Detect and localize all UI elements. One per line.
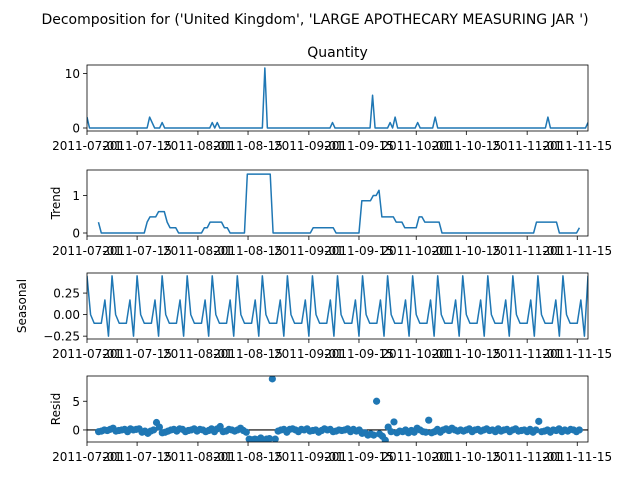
x-tick-label: 2011-08-15 — [213, 244, 283, 258]
axes-frame — [86, 64, 589, 132]
subplot-title: Quantity — [307, 45, 368, 61]
x-tick-label: 2011-07-15 — [102, 244, 172, 258]
y-tick-label: 0.25 — [53, 287, 80, 301]
series — [87, 275, 588, 337]
x-tick-label: 2011-10-15 — [431, 347, 501, 361]
x-tick-label: 2011-07-01 — [52, 244, 122, 258]
x-tick-label: 2011-07-15 — [102, 347, 172, 361]
resid-point — [422, 428, 430, 436]
x-tick-label: 2011-09-01 — [274, 347, 344, 361]
resid-point — [372, 397, 381, 405]
x-tick-label: 2011-11-15 — [542, 450, 612, 464]
axes-frame — [86, 272, 589, 340]
subplot-2: Trend012011-07-012011-07-152011-08-01201… — [49, 169, 612, 258]
x-tick-label: 2011-09-15 — [324, 244, 394, 258]
series-line — [97, 173, 581, 234]
x-tick-label: 2011-11-15 — [542, 244, 612, 258]
x-tick-label: 2011-10-01 — [381, 347, 451, 361]
axes-frame — [86, 169, 589, 237]
x-tick-label: 2011-10-15 — [431, 450, 501, 464]
resid-point — [535, 417, 543, 425]
resid-point — [150, 426, 158, 434]
resid-point — [242, 428, 250, 436]
y-axis-label: Trend — [49, 187, 63, 221]
y-tick-label: 0 — [72, 227, 80, 241]
resid-point — [575, 426, 583, 434]
x-tick-label: 2011-11-15 — [542, 347, 612, 361]
x-tick-label: 2011-08-01 — [163, 244, 233, 258]
x-tick-label: 2011-11-01 — [492, 139, 562, 153]
figure-title: Decomposition for ('United Kingdom', 'LA… — [41, 12, 588, 28]
y-tick-label: 5 — [72, 395, 80, 409]
resid-point — [425, 416, 433, 424]
x-tick-label: 2011-08-01 — [163, 139, 233, 153]
series-line — [87, 67, 588, 129]
x-tick-label: 2011-10-15 — [431, 139, 501, 153]
x-tick-label: 2011-07-01 — [52, 347, 122, 361]
x-tick-label: 2011-10-01 — [381, 450, 451, 464]
x-tick-label: 2011-10-15 — [431, 244, 501, 258]
y-axis-label: Seasonal — [15, 279, 29, 333]
x-tick-label: 2011-09-01 — [274, 139, 344, 153]
series — [97, 173, 581, 234]
x-tick-label: 2011-08-01 — [163, 450, 233, 464]
x-tick-label: 2011-09-15 — [324, 139, 394, 153]
x-tick-label: 2011-11-01 — [492, 244, 562, 258]
x-tick-label: 2011-07-15 — [102, 139, 172, 153]
resid-point — [387, 428, 395, 436]
series — [87, 67, 588, 129]
x-tick-label: 2011-10-01 — [381, 244, 451, 258]
x-tick-label: 2011-09-15 — [324, 450, 394, 464]
y-tick-label: 0.00 — [53, 308, 80, 322]
y-tick-label: 1 — [72, 189, 80, 203]
x-tick-label: 2011-07-01 — [52, 450, 122, 464]
y-tick-label: 0 — [72, 122, 80, 136]
x-tick-label: 2011-09-01 — [274, 244, 344, 258]
x-tick-label: 2011-09-01 — [274, 450, 344, 464]
resid-point — [271, 435, 279, 442]
resid-point — [155, 423, 163, 431]
y-tick-label: 0 — [72, 423, 80, 437]
series-line — [87, 275, 588, 337]
resid-point — [370, 431, 378, 439]
x-tick-label: 2011-08-15 — [213, 347, 283, 361]
x-tick-label: 2011-08-15 — [213, 139, 283, 153]
x-tick-label: 2011-08-15 — [213, 450, 283, 464]
y-axis-label: Resid — [49, 393, 63, 425]
x-tick-label: 2011-11-15 — [542, 139, 612, 153]
resid-point — [532, 426, 540, 434]
resid-point — [381, 436, 389, 442]
subplot-4: Resid052011-07-012011-07-152011-08-01201… — [49, 375, 612, 464]
x-tick-label: 2011-09-15 — [324, 347, 394, 361]
subplot-1: Quantity 0 10 2011-07-012011-07-152011-08-0… — [52, 45, 612, 153]
resid-point — [390, 418, 398, 426]
subplot-3: Seasonal −0.25 0.00 0.25 2011-07-012011-07-1… — [15, 272, 612, 361]
axes-frame — [86, 375, 589, 443]
series — [94, 376, 583, 442]
resid-point — [265, 434, 274, 442]
x-tick-label: 2011-10-01 — [381, 139, 451, 153]
x-tick-label: 2011-11-01 — [492, 450, 562, 464]
y-tick-label: −0.25 — [43, 330, 80, 344]
y-tick-label: 10 — [65, 67, 80, 81]
x-tick-label: 2011-11-01 — [492, 347, 562, 361]
x-tick-label: 2011-07-15 — [102, 450, 172, 464]
subplot-panels: Quantity0102011-07-012011-07-152011-08-0… — [15, 45, 612, 464]
x-tick-label: 2011-08-01 — [163, 347, 233, 361]
x-tick-label: 2011-07-01 — [52, 139, 122, 153]
resid-point — [268, 376, 276, 383]
